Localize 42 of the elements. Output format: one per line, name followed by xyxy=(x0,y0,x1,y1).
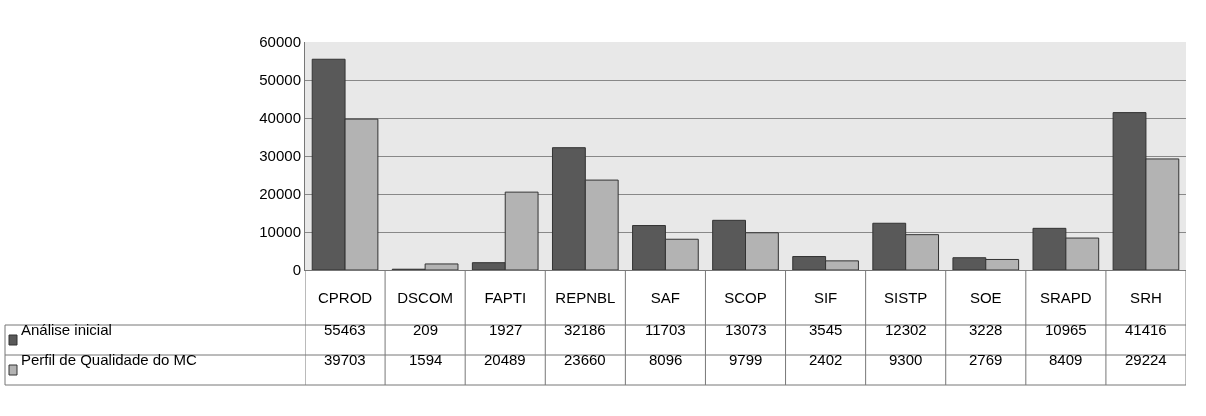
data-label: 13073 xyxy=(725,321,767,338)
data-label: 39703 xyxy=(324,351,366,368)
x-tick-label: SAF xyxy=(650,289,680,306)
data-label: 209 xyxy=(413,321,439,338)
data-label: 29224 xyxy=(1125,351,1167,368)
x-tick-label: REPNBL xyxy=(555,289,616,306)
data-label: 12302 xyxy=(885,321,927,338)
data-label: 23660 xyxy=(564,351,606,368)
x-tick-label: FAPTI xyxy=(484,289,527,306)
x-tick-label: CPROD xyxy=(317,289,373,306)
x-tick-label: SRH xyxy=(1130,289,1162,306)
data-label: 8096 xyxy=(649,351,683,368)
y-tick-label: 60000 xyxy=(259,33,301,51)
y-tick-label: 40000 xyxy=(259,109,301,127)
data-label: 32186 xyxy=(564,321,606,338)
y-tick-label: 0 xyxy=(292,261,301,279)
data-label: 55463 xyxy=(324,321,366,338)
data-label: 41416 xyxy=(1125,321,1167,338)
x-tick-label: SOE xyxy=(969,289,1002,306)
data-label: 20489 xyxy=(484,351,526,368)
data-label: 3545 xyxy=(809,321,843,338)
data-label: 9300 xyxy=(889,351,923,368)
y-tick-label: 20000 xyxy=(259,185,301,203)
x-tick-label: SCOP xyxy=(724,289,767,306)
legend-label: Análise inicial xyxy=(21,321,112,338)
y-tick-label: 50000 xyxy=(259,71,301,89)
y-tick-label: 10000 xyxy=(259,223,301,241)
data-label: 1594 xyxy=(409,351,443,368)
y-tick-label: 30000 xyxy=(259,147,301,165)
x-tick-label: SISTP xyxy=(884,289,928,306)
data-label: 2402 xyxy=(809,351,843,368)
data-label: 9799 xyxy=(729,351,763,368)
data-label: 8409 xyxy=(1049,351,1083,368)
data-label: 11703 xyxy=(645,321,686,338)
x-tick-label: SRAPD xyxy=(1040,289,1092,306)
legend-label: Perfil de Qualidade do MC xyxy=(21,351,198,368)
data-label: 3228 xyxy=(969,321,1003,338)
x-tick-label: DSCOM xyxy=(397,289,454,306)
data-label: 2769 xyxy=(969,351,1003,368)
data-label: 1927 xyxy=(489,321,523,338)
data-label: 10965 xyxy=(1045,321,1087,338)
x-tick-label: SIF xyxy=(813,289,838,306)
